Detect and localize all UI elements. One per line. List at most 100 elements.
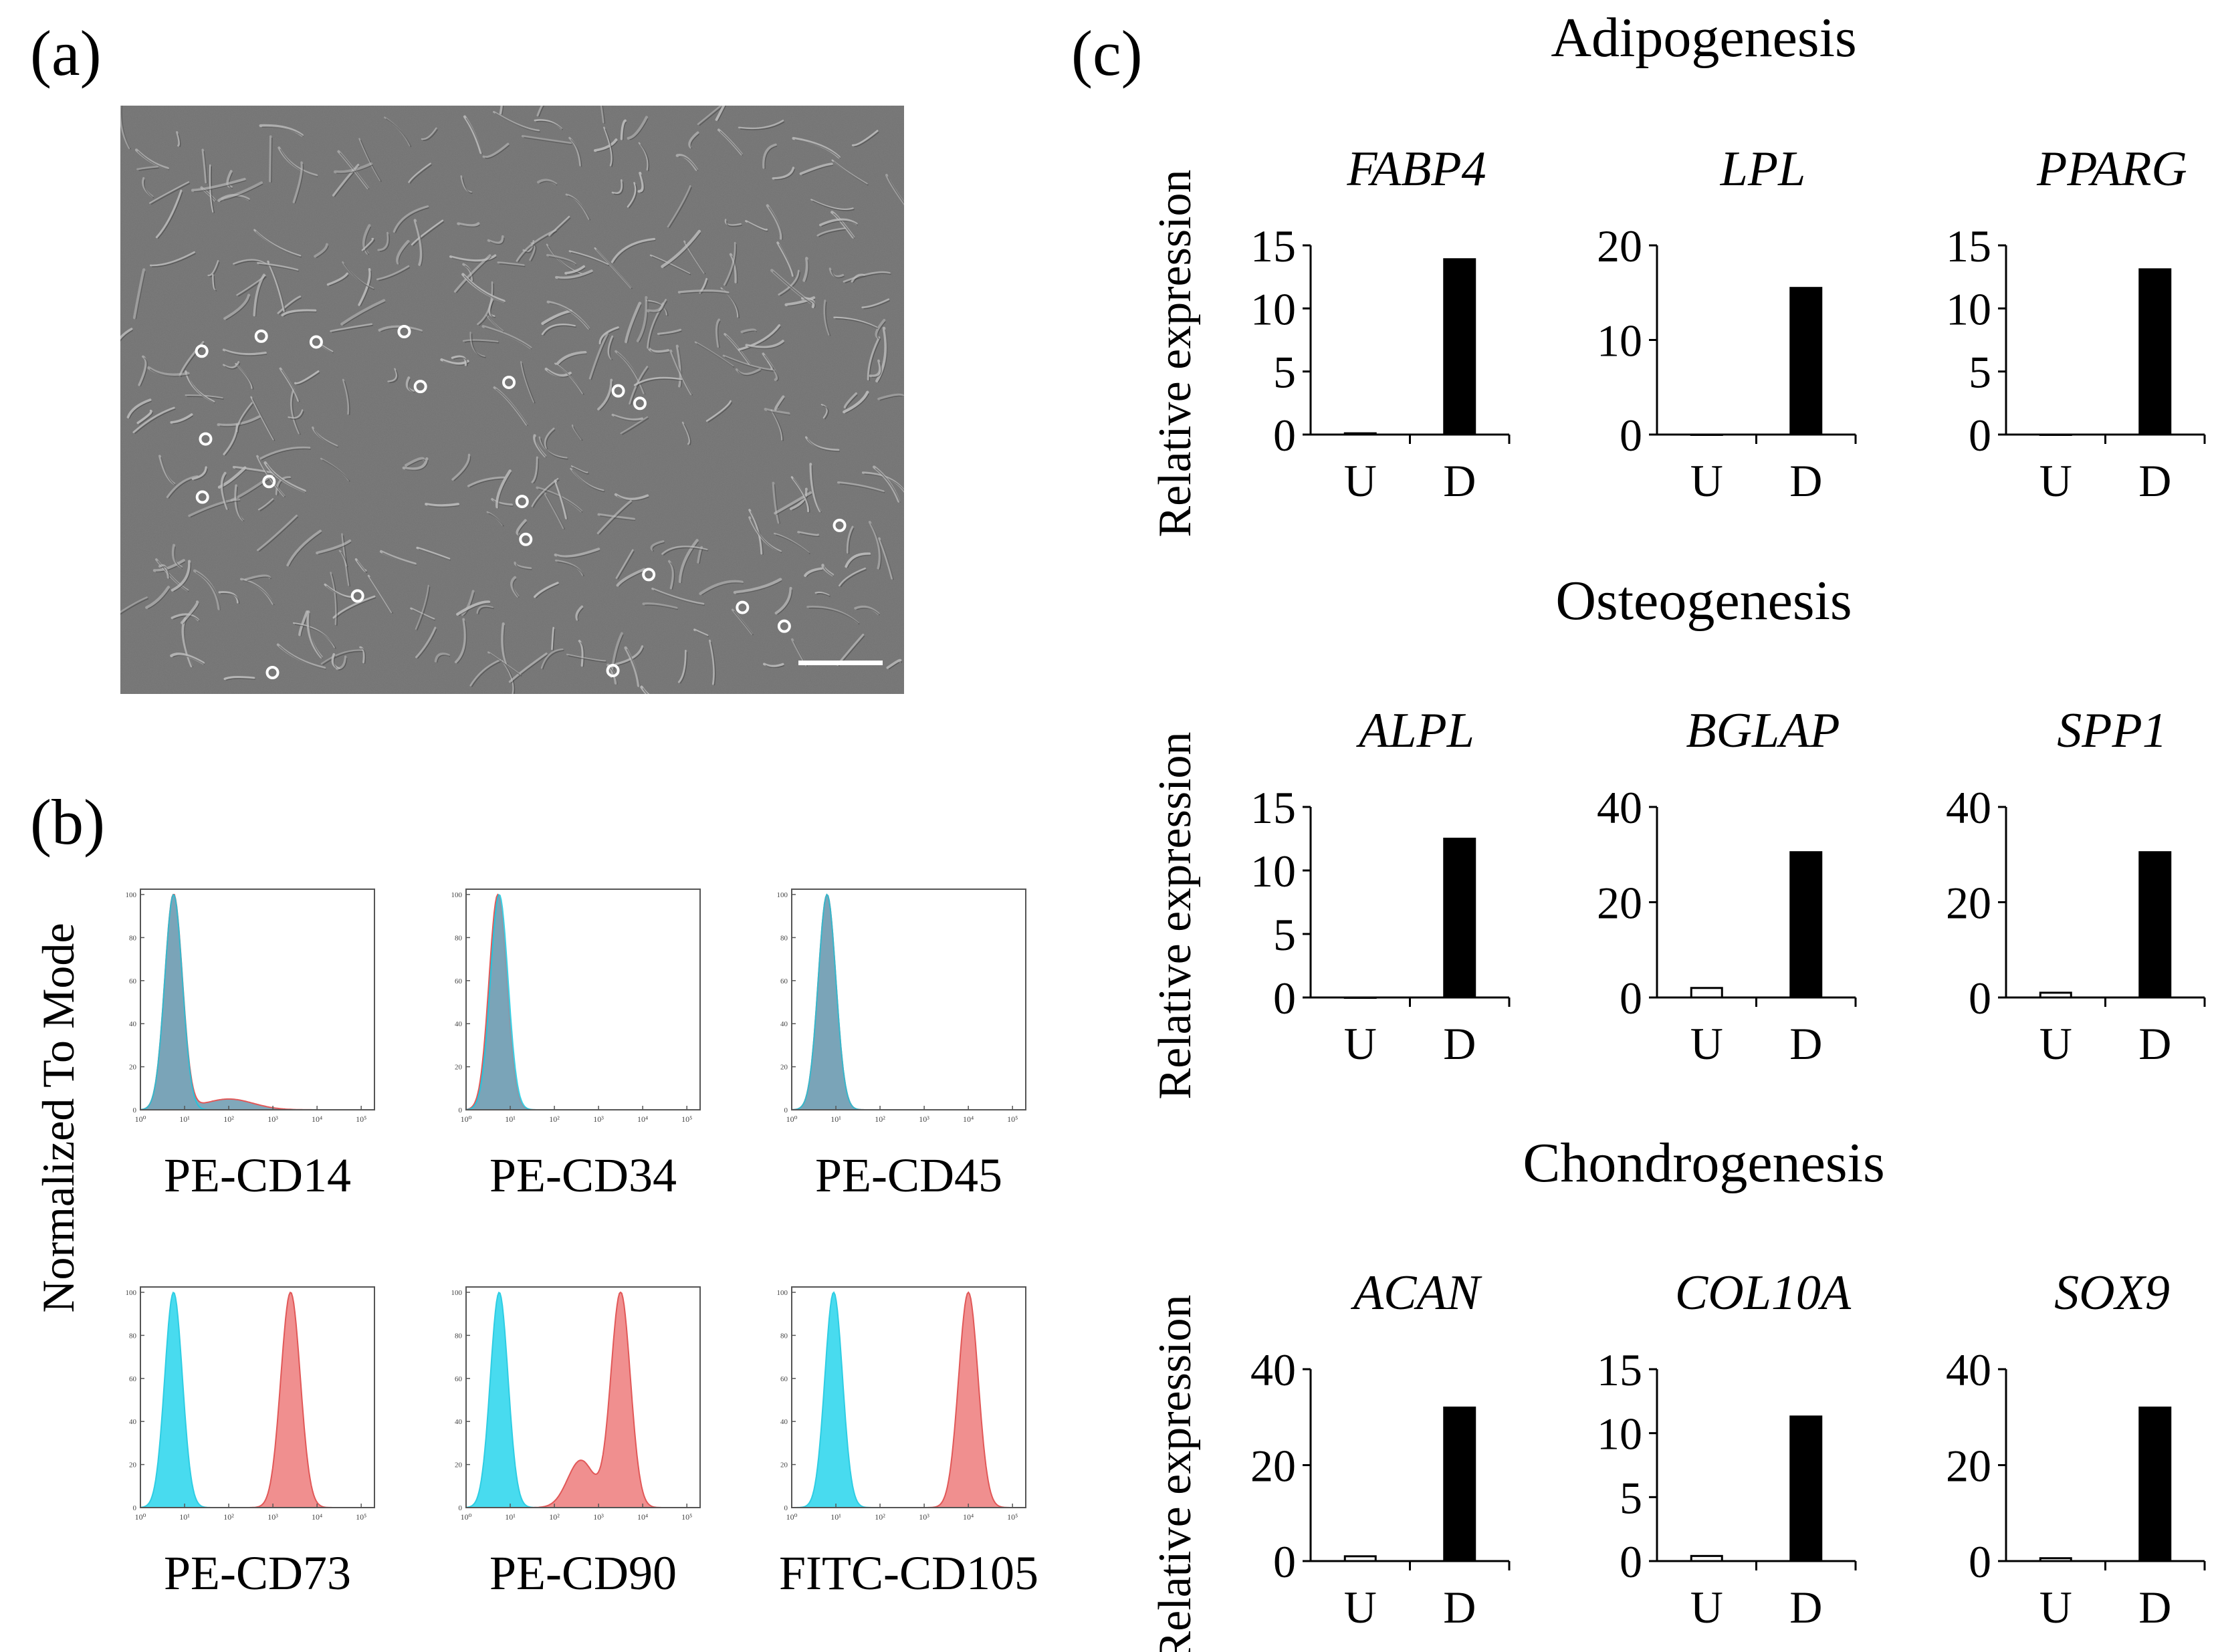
cell-shadow <box>224 363 241 370</box>
cell-shadow <box>549 302 590 330</box>
cell-process <box>378 325 423 332</box>
cell-process <box>259 446 311 460</box>
cell-process <box>136 165 158 170</box>
cell-shadow <box>806 438 840 452</box>
cell-shadow <box>572 467 589 475</box>
panel-label-a: (a) <box>30 17 102 89</box>
flow-xtick-label: 10⁵ <box>1007 1114 1018 1124</box>
cell-shadow <box>385 118 412 148</box>
cell-shadow <box>294 624 336 649</box>
cell-shadow <box>251 398 275 441</box>
cell-process <box>451 355 467 366</box>
cell-process <box>166 475 199 498</box>
flow-ytick-label: 20 <box>780 1064 788 1072</box>
cell-process <box>637 171 645 193</box>
cell-shadow <box>816 593 831 597</box>
cell-shadow <box>875 467 901 503</box>
cell-process <box>290 388 300 435</box>
cell-process <box>886 659 902 669</box>
cell-shadow <box>292 390 301 435</box>
cell-shadow <box>258 516 299 552</box>
flow-xtick-label: 10⁴ <box>637 1512 648 1522</box>
chart-title: LPL <box>1720 142 1806 197</box>
cell-shadow <box>503 624 508 665</box>
cell-shadow <box>336 164 373 174</box>
cell-shadow <box>717 106 727 122</box>
x-tick-label: U <box>1690 1018 1723 1069</box>
cell-process <box>661 546 708 555</box>
cell-process <box>667 560 675 590</box>
round-cell <box>611 384 625 398</box>
flow-ytick-label: 20 <box>780 1461 788 1469</box>
flow-xtick-label: 10⁵ <box>1007 1512 1018 1522</box>
cell-process <box>499 106 504 115</box>
cell-shadow <box>538 106 545 117</box>
cell-process <box>405 376 415 392</box>
flow-xtick-label: 10⁴ <box>963 1512 974 1522</box>
cell-shadow <box>719 130 744 156</box>
cell-process <box>697 106 722 125</box>
cell-process <box>138 355 147 386</box>
cell-process <box>541 323 576 336</box>
cell-shadow <box>780 271 801 297</box>
cell-shadow <box>177 133 181 148</box>
cell-shadow <box>308 613 324 659</box>
y-tick-label: 20 <box>1946 1441 1991 1492</box>
round-cell <box>606 663 620 677</box>
cell-shadow <box>484 144 510 159</box>
cell-process <box>120 596 148 613</box>
cell-shadow <box>152 253 196 267</box>
round-cell <box>502 375 516 389</box>
flow-ytick-label: 20 <box>129 1461 137 1469</box>
cell-process <box>646 302 665 313</box>
cell-shadow <box>160 566 171 579</box>
flow-xtick-label: 10² <box>549 1114 560 1124</box>
flow-ytick-label: 60 <box>780 977 788 985</box>
cell-shadow <box>845 394 858 409</box>
cell-shadow <box>678 156 699 171</box>
cell-shadow <box>195 572 221 610</box>
cell-process <box>554 479 568 519</box>
cell-process <box>359 646 365 664</box>
cell-shadow <box>183 602 199 624</box>
bar-differentiated <box>1443 258 1476 436</box>
cell-process <box>799 162 833 175</box>
scale-bar <box>798 661 883 665</box>
cell-shadow <box>398 242 411 265</box>
flow-xtick-label: 10² <box>223 1512 234 1522</box>
bar-differentiated <box>2138 268 2172 436</box>
cell-process <box>810 199 854 211</box>
cell-shadow <box>764 145 778 169</box>
cell-shadow <box>265 463 306 493</box>
cell-process <box>878 537 893 580</box>
cell-shadow <box>536 584 560 599</box>
cell-shadow <box>629 184 638 209</box>
cell-shadow <box>833 161 869 186</box>
cell-shadow <box>812 200 855 211</box>
cell-shadow <box>488 513 504 527</box>
cell-process <box>669 349 693 396</box>
cell-shadow <box>811 465 822 513</box>
control-histogram <box>791 893 1026 1110</box>
cell-shadow <box>740 326 781 352</box>
cell-process <box>699 580 744 596</box>
cell-shadow <box>799 533 820 538</box>
cell-shadow <box>590 334 610 380</box>
cell-shadow <box>255 231 302 258</box>
cell-process <box>250 396 274 441</box>
cell-process <box>843 390 869 414</box>
cell-process <box>762 143 777 169</box>
micrograph-image <box>120 106 904 694</box>
flow-xtick-label: 10⁴ <box>637 1114 648 1124</box>
cell-shadow <box>120 598 149 615</box>
flow-panel: 0 20 40 60 80 100 10⁰ 10¹ 10² 10³ 10⁴ 10⁵ PE-CD73 <box>126 1286 375 1600</box>
cell-process <box>460 175 472 193</box>
cell-shadow <box>493 500 514 507</box>
cell-shadow <box>622 418 649 435</box>
cell-process <box>611 413 643 421</box>
x-tick-label: D <box>2138 1018 2171 1069</box>
cell-shadow <box>613 239 656 264</box>
cell-process <box>469 332 485 358</box>
flow-panel: 0 20 40 60 80 100 10⁰ 10¹ 10² 10³ 10⁴ 10⁵ PE-CD90 <box>451 1286 701 1600</box>
cell-shadow <box>290 411 304 420</box>
